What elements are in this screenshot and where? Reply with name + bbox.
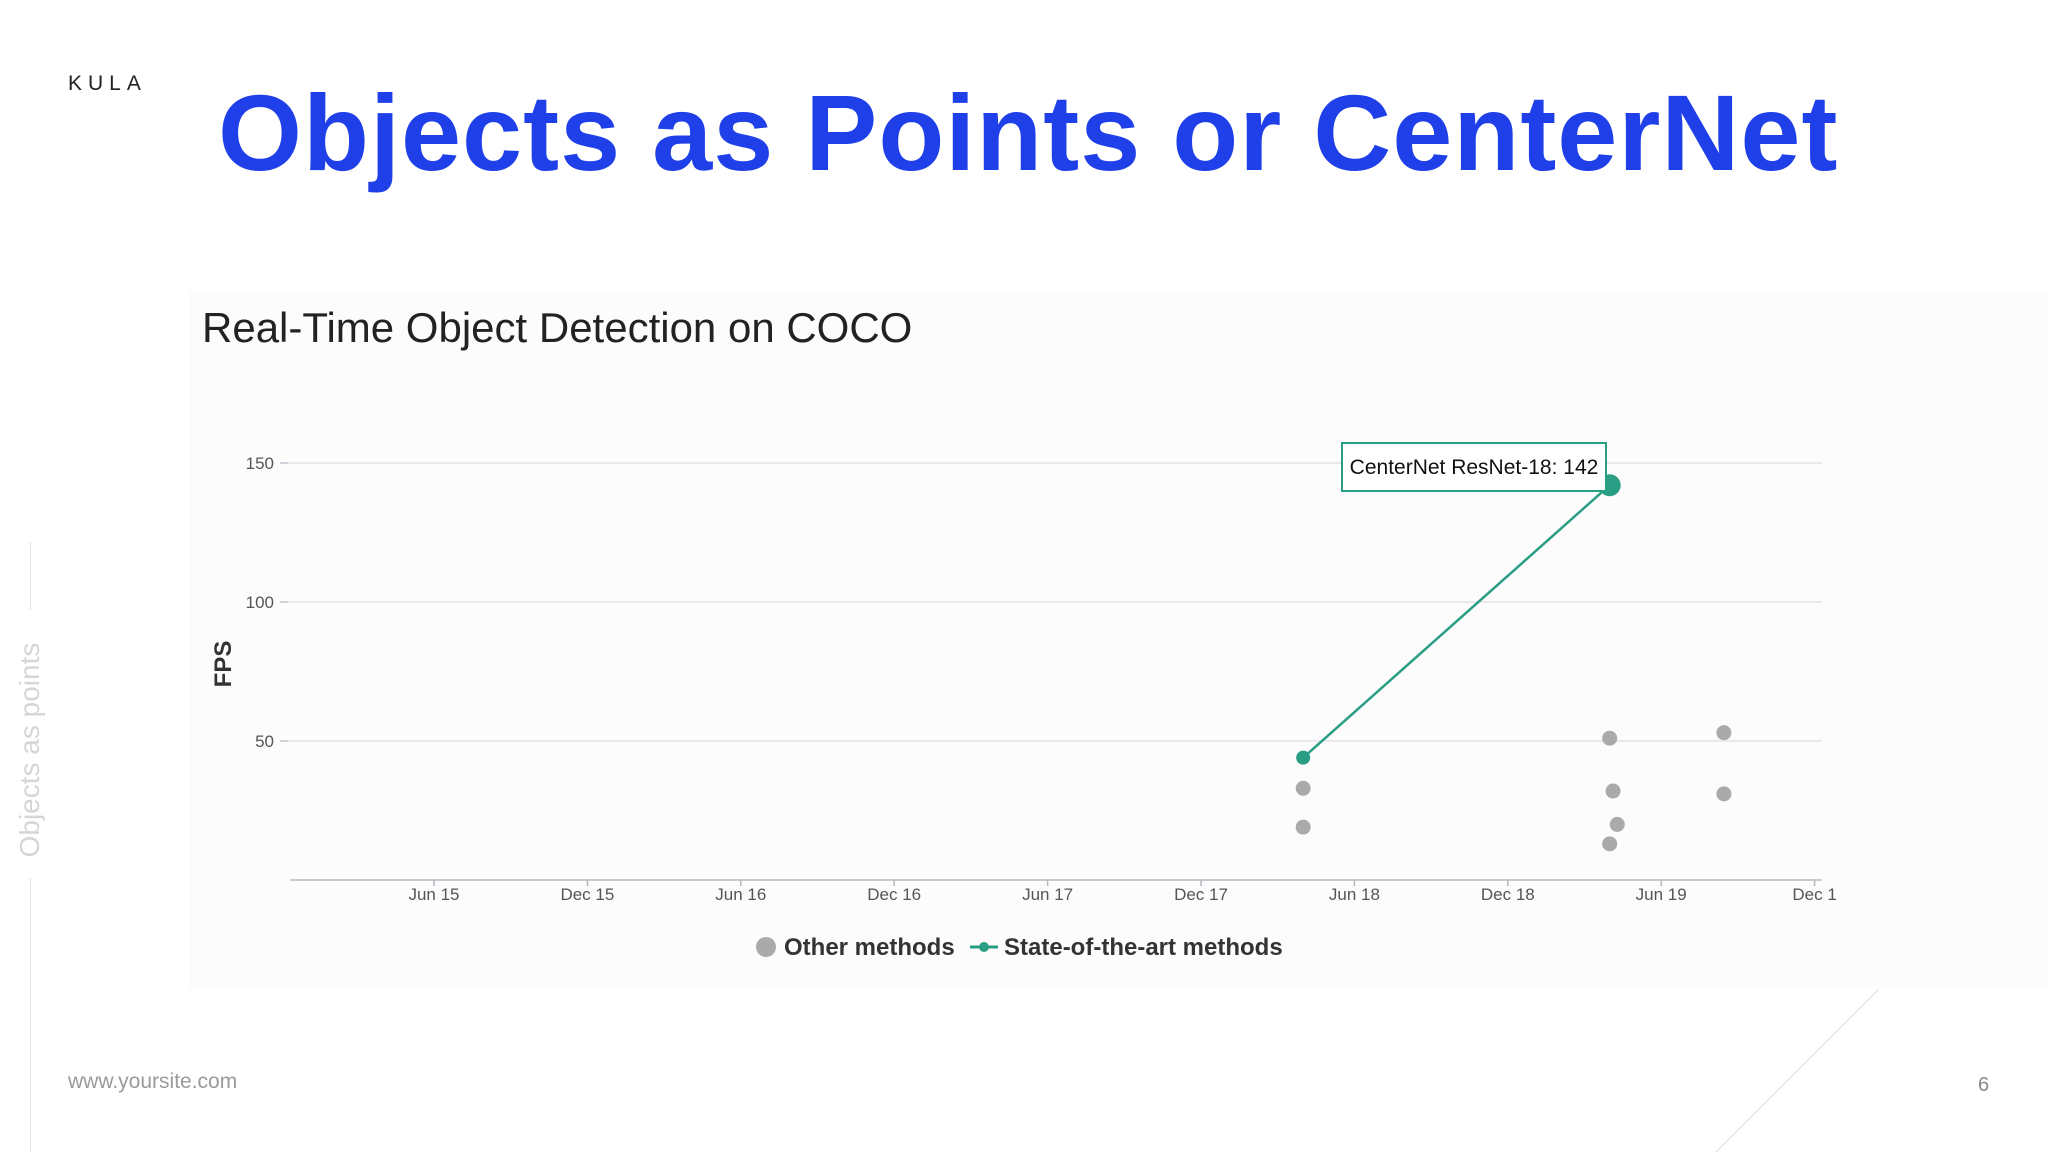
other-method-point [1295, 780, 1311, 796]
y-tick-label: 100 [246, 593, 274, 612]
other-method-point [1295, 819, 1311, 835]
chart-panel [190, 290, 2048, 990]
footer-website[interactable]: www.yoursite.com [68, 1070, 238, 1093]
x-tick-label: Dec 1 [1792, 885, 1836, 904]
x-tick-label: Jun 17 [1022, 885, 1073, 904]
x-tick-label: Jun 19 [1636, 885, 1687, 904]
legend-other-label: Other methods [784, 934, 955, 961]
x-tick-label: Jun 15 [408, 885, 459, 904]
other-method-point [1602, 836, 1618, 852]
annotation-label: CenterNet ResNet-18: 142 [1350, 456, 1599, 479]
x-tick-label: Jun 16 [715, 885, 766, 904]
legend-other-marker [756, 937, 776, 957]
other-method-point [1716, 725, 1732, 741]
sota-point [1296, 750, 1311, 765]
slide-title: Objects as Points or CenterNet [218, 72, 1839, 193]
x-tick-label: Dec 16 [867, 885, 921, 904]
x-tick-label: Dec 17 [1174, 885, 1228, 904]
annotation-box [1341, 442, 1607, 492]
chart-title: Real-Time Object Detection on COCO [202, 304, 913, 351]
sota-line [1302, 484, 1611, 759]
brand-logo-text: KULA [68, 72, 147, 95]
page-number: 6 [1978, 1074, 1990, 1096]
y-axis-label: FPS [210, 641, 237, 688]
x-tick-label: Jun 18 [1329, 885, 1380, 904]
legend-sota-label: State-of-the-art methods [1004, 934, 1283, 961]
legend-sota-marker [979, 942, 989, 952]
side-divider-bottom [30, 878, 31, 1152]
x-tick-label: Dec 15 [560, 885, 614, 904]
other-method-point [1609, 816, 1625, 832]
other-method-point [1605, 783, 1621, 799]
y-tick-label: 150 [246, 454, 274, 473]
y-tick-label: 50 [255, 732, 274, 751]
x-tick-label: Dec 18 [1481, 885, 1535, 904]
side-divider-top [30, 542, 31, 610]
other-method-point [1602, 730, 1618, 746]
other-method-point [1716, 786, 1732, 802]
